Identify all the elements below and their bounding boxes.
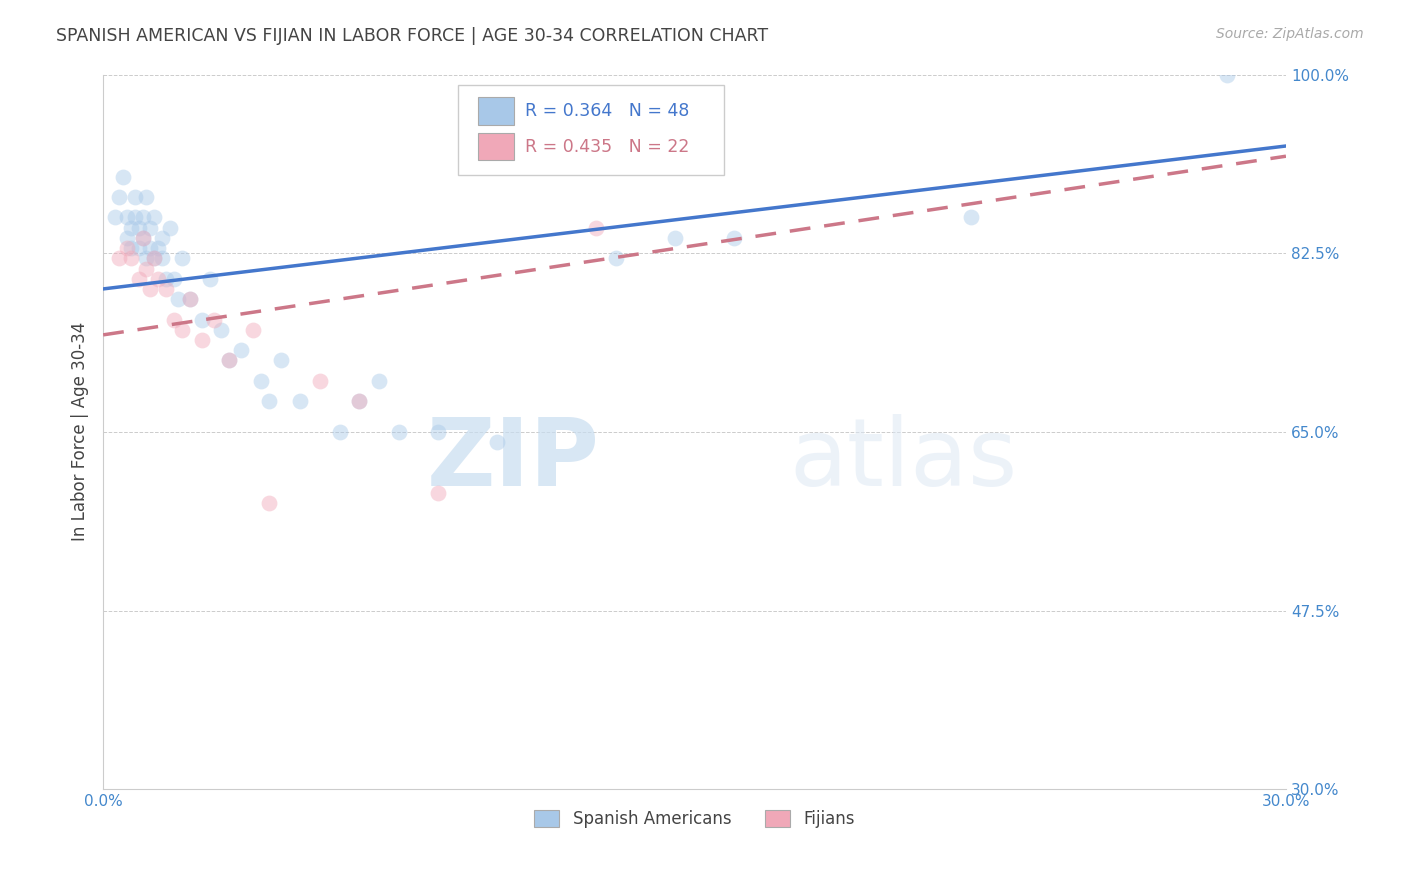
Text: R = 0.364   N = 48: R = 0.364 N = 48 [526, 102, 690, 120]
Point [124, 211, 146, 225]
Point [218, 353, 240, 368]
Point [128, 271, 150, 285]
Point [242, 323, 264, 337]
Point [139, 220, 162, 235]
Y-axis label: In Labor Force | Age 30-34: In Labor Force | Age 30-34 [72, 322, 89, 541]
Point [179, 292, 201, 306]
Point [120, 241, 142, 255]
Point [585, 220, 607, 235]
Point [115, 231, 138, 245]
FancyBboxPatch shape [478, 133, 513, 161]
Legend: Spanish Americans, Fijians: Spanish Americans, Fijians [527, 803, 862, 835]
Point [135, 252, 157, 266]
Point [349, 394, 371, 409]
Point [202, 312, 225, 326]
Point [150, 252, 173, 266]
Point [131, 231, 153, 245]
Point [131, 211, 153, 225]
Point [131, 231, 153, 245]
Point [170, 252, 193, 266]
Point [723, 231, 745, 245]
Point [139, 241, 162, 255]
Point [128, 220, 150, 235]
Text: SPANISH AMERICAN VS FIJIAN IN LABOR FORCE | AGE 30-34 CORRELATION CHART: SPANISH AMERICAN VS FIJIAN IN LABOR FORC… [56, 27, 768, 45]
Point [257, 394, 280, 409]
Point [270, 353, 292, 368]
Point [128, 241, 150, 255]
Point [209, 323, 232, 337]
Point [148, 271, 170, 285]
Point [179, 292, 201, 306]
Point [257, 496, 280, 510]
Point [190, 312, 212, 326]
Point [190, 333, 212, 347]
FancyBboxPatch shape [458, 86, 724, 175]
Text: ZIP: ZIP [427, 415, 600, 507]
Point [148, 241, 170, 255]
Point [135, 261, 157, 276]
Text: atlas: atlas [789, 415, 1018, 507]
Point [388, 425, 411, 439]
Point [150, 231, 173, 245]
Point [368, 374, 391, 388]
Point [664, 231, 686, 245]
Point [218, 353, 240, 368]
Point [250, 374, 273, 388]
Point [198, 271, 221, 285]
Point [115, 241, 138, 255]
Point [120, 220, 142, 235]
Point [159, 220, 181, 235]
Point [1216, 68, 1239, 82]
Point [115, 211, 138, 225]
Point [349, 394, 371, 409]
Text: R = 0.435   N = 22: R = 0.435 N = 22 [526, 137, 690, 156]
Text: Source: ZipAtlas.com: Source: ZipAtlas.com [1216, 27, 1364, 41]
Point [139, 282, 162, 296]
Point [135, 190, 157, 204]
Point [427, 425, 450, 439]
Point [290, 394, 312, 409]
Point [163, 312, 186, 326]
Point [167, 292, 190, 306]
Point [143, 252, 166, 266]
Point [108, 190, 131, 204]
Point [959, 211, 981, 225]
Point [104, 211, 127, 225]
Point [143, 252, 166, 266]
Point [143, 211, 166, 225]
Point [427, 486, 450, 500]
Point [155, 282, 177, 296]
Point [120, 252, 142, 266]
Point [111, 169, 134, 184]
Point [163, 271, 186, 285]
Point [486, 435, 509, 450]
Point [229, 343, 252, 358]
Point [108, 252, 131, 266]
Point [170, 323, 193, 337]
FancyBboxPatch shape [478, 97, 513, 125]
Point [605, 252, 627, 266]
Point [329, 425, 352, 439]
Point [309, 374, 332, 388]
Point [155, 271, 177, 285]
Point [124, 190, 146, 204]
